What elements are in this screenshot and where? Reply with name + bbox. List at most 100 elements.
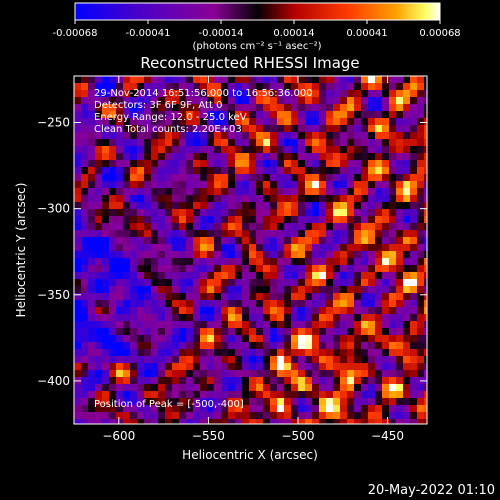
heatmap-pixel: [242, 356, 250, 364]
heatmap-pixel: [200, 314, 208, 322]
x-tick-label: −550: [192, 429, 225, 443]
heatmap-pixel: [235, 307, 243, 315]
heatmap-pixel: [123, 139, 131, 147]
heatmap-pixel: [403, 314, 411, 322]
heatmap-pixel: [368, 118, 376, 126]
heatmap-pixel: [151, 356, 159, 364]
heatmap-pixel: [249, 258, 257, 266]
heatmap-pixel: [200, 90, 208, 98]
heatmap-pixel: [228, 223, 236, 231]
heatmap-pixel: [81, 97, 89, 105]
heatmap-pixel: [179, 167, 187, 175]
heatmap-pixel: [319, 139, 327, 147]
heatmap-pixel: [368, 258, 376, 266]
heatmap-pixel: [382, 139, 390, 147]
heatmap-pixel: [382, 237, 390, 245]
heatmap-pixel: [410, 384, 418, 392]
heatmap-pixel: [214, 293, 222, 301]
heatmap-pixel: [312, 167, 320, 175]
heatmap-pixel: [417, 293, 425, 301]
heatmap-pixel: [277, 419, 285, 424]
heatmap-pixel: [186, 195, 194, 203]
heatmap-pixel: [277, 405, 285, 413]
heatmap-pixel: [74, 251, 82, 259]
heatmap-pixel: [319, 321, 327, 329]
heatmap-pixel: [151, 321, 159, 329]
heatmap-pixel: [242, 272, 250, 280]
heatmap-pixel: [410, 118, 418, 126]
heatmap-pixel: [186, 286, 194, 294]
heatmap-pixel: [396, 223, 404, 231]
heatmap-pixel: [326, 286, 334, 294]
heatmap-pixel: [389, 251, 397, 259]
heatmap-pixel: [347, 391, 355, 399]
heatmap-pixel: [172, 125, 180, 133]
heatmap-pixel: [116, 391, 124, 399]
heatmap-pixel: [88, 146, 96, 154]
heatmap-pixel: [109, 160, 117, 168]
heatmap-pixel: [277, 90, 285, 98]
heatmap-pixel: [74, 195, 82, 203]
heatmap-pixel: [172, 349, 180, 357]
heatmap-pixel: [144, 286, 152, 294]
heatmap-pixel: [277, 111, 285, 119]
heatmap-pixel: [347, 223, 355, 231]
heatmap-pixel: [403, 384, 411, 392]
heatmap-pixel: [193, 125, 201, 133]
heatmap-pixel: [179, 209, 187, 217]
heatmap-pixel: [165, 321, 173, 329]
heatmap-pixel: [333, 342, 341, 350]
heatmap-pixel: [389, 125, 397, 133]
heatmap-pixel: [256, 412, 264, 420]
heatmap-pixel: [116, 398, 124, 406]
heatmap-pixel: [326, 398, 334, 406]
heatmap-pixel: [354, 125, 362, 133]
heatmap-pixel: [123, 314, 131, 322]
heatmap-pixel: [193, 209, 201, 217]
heatmap-pixel: [270, 160, 278, 168]
heatmap-pixel: [368, 83, 376, 91]
heatmap-pixel: [81, 272, 89, 280]
heatmap-pixel: [340, 132, 348, 140]
heatmap-pixel: [270, 167, 278, 175]
heatmap-pixel: [151, 419, 159, 424]
heatmap-pixel: [270, 83, 278, 91]
heatmap-pixel: [326, 335, 334, 343]
heatmap-pixel: [389, 167, 397, 175]
heatmap-pixel: [326, 160, 334, 168]
heatmap-pixel: [277, 244, 285, 252]
heatmap-pixel: [396, 384, 404, 392]
heatmap-pixel: [116, 307, 124, 315]
heatmap-pixel: [165, 412, 173, 420]
heatmap-pixel: [109, 223, 117, 231]
heatmap-pixel: [158, 321, 166, 329]
heatmap-pixel: [130, 237, 138, 245]
heatmap-pixel: [249, 104, 257, 112]
heatmap-pixel: [382, 181, 390, 189]
heatmap-pixel: [291, 314, 299, 322]
heatmap-pixel: [424, 328, 427, 336]
heatmap-pixel: [193, 188, 201, 196]
heatmap-pixel: [242, 111, 250, 119]
heatmap-pixel: [102, 314, 110, 322]
heatmap-pixel: [102, 167, 110, 175]
heatmap-pixel: [228, 237, 236, 245]
heatmap-pixel: [193, 160, 201, 168]
heatmap-pixel: [207, 209, 215, 217]
heatmap-pixel: [277, 356, 285, 364]
heatmap-pixel: [144, 419, 152, 424]
heatmap-pixel: [389, 223, 397, 231]
heatmap-pixel: [74, 314, 82, 322]
heatmap-pixel: [172, 293, 180, 301]
heatmap-pixel: [158, 153, 166, 161]
heatmap-pixel: [340, 188, 348, 196]
heatmap-pixel: [298, 391, 306, 399]
heatmap-pixel: [354, 419, 362, 424]
heatmap-pixel: [242, 398, 250, 406]
heatmap-pixel: [109, 286, 117, 294]
heatmap-pixel: [144, 370, 152, 378]
heatmap-pixel: [74, 167, 82, 175]
heatmap-pixel: [102, 286, 110, 294]
heatmap-pixel: [347, 230, 355, 238]
heatmap-pixel: [277, 412, 285, 420]
